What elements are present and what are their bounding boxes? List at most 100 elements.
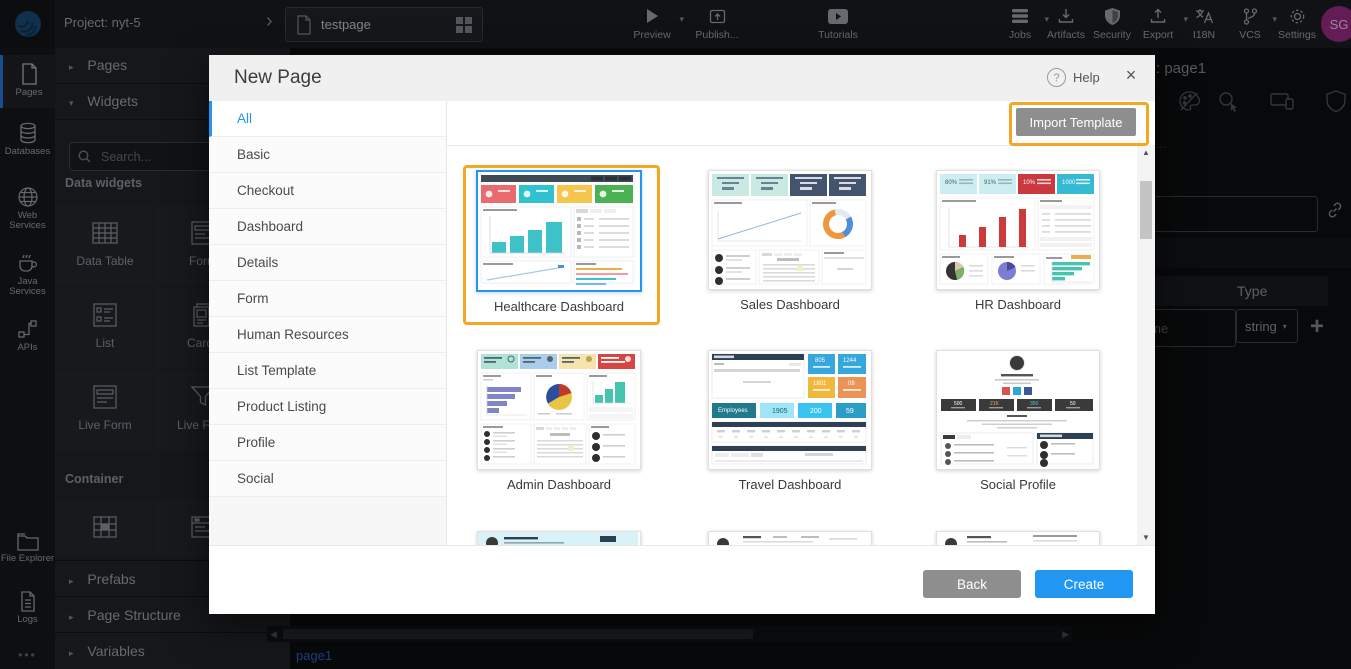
category-item-details[interactable]: Details	[209, 245, 446, 281]
wavemaker-logo[interactable]	[14, 10, 42, 38]
scroll-down-icon[interactable]: ▼	[1142, 533, 1150, 542]
canvas-page-tab[interactable]: page1	[296, 648, 333, 663]
category-item-product-listing[interactable]: Product Listing	[209, 389, 446, 425]
template-thumbnail: 80% 91% 10% 1000	[936, 170, 1100, 290]
template-card-sales[interactable]: Sales Dashboard	[707, 170, 873, 312]
template-card-partial[interactable]	[476, 531, 642, 545]
grid-icon[interactable]	[455, 16, 473, 34]
shield-icon[interactable]	[1326, 90, 1346, 113]
data-table-icon	[57, 220, 153, 250]
search-icon	[78, 150, 91, 163]
template-card-social[interactable]: 500 21K 350 50	[935, 350, 1101, 492]
template-card-travel[interactable]: 805 1244 1801 08 Employees 1905 200 59	[707, 350, 873, 492]
scroll-up-icon[interactable]: ▲	[1142, 148, 1150, 157]
new-page-dialog: New Page ? Help × All Basic Checkout Das…	[209, 55, 1155, 614]
rail-item-logs[interactable]: Logs	[0, 583, 55, 633]
inspect-icon[interactable]	[1216, 90, 1240, 114]
scrollbar-thumb[interactable]	[283, 629, 753, 639]
play-icon	[624, 6, 680, 26]
template-name: Social Profile	[980, 477, 1056, 492]
folder-icon	[16, 533, 39, 551]
chevron-right-icon: ›	[266, 10, 273, 32]
add-param-button[interactable]: +	[1310, 313, 1325, 340]
template-card-partial[interactable]	[707, 531, 873, 545]
horizontal-scrollbar[interactable]: ◀ ▶	[267, 626, 1072, 642]
widget-tile-list[interactable]: List	[57, 288, 153, 368]
template-thumbnail	[708, 170, 872, 290]
svg-text:200: 200	[810, 408, 822, 415]
export-button[interactable]: Export ▾	[1132, 6, 1188, 41]
template-gallery: Import Template	[447, 101, 1155, 545]
publish-button[interactable]: Publish...	[689, 6, 745, 41]
category-item-checkout[interactable]: Checkout	[209, 173, 446, 209]
jobs-button[interactable]: Jobs ▾	[995, 6, 1049, 41]
caret-down-icon: ▾	[1044, 14, 1049, 24]
template-name: Sales Dashboard	[740, 297, 840, 312]
apis-icon	[17, 320, 37, 338]
template-name: Travel Dashboard	[738, 477, 842, 492]
type-column-label: Type	[1237, 283, 1268, 299]
rail-item-apis[interactable]: APIs	[0, 310, 55, 361]
rail-item-pages[interactable]: Pages	[0, 55, 55, 108]
widget-tile-live-form[interactable]: Live Form	[57, 370, 153, 450]
svg-text:50: 50	[1070, 401, 1076, 407]
template-card-healthcare[interactable]: Healthcare Dashboard	[476, 170, 642, 314]
scroll-left-icon[interactable]: ◀	[270, 629, 277, 639]
help-button[interactable]: ? Help	[1047, 68, 1100, 87]
rail-item-file-explorer[interactable]: File Explorer	[0, 525, 55, 572]
rail-item-java-services[interactable]: Java Services	[0, 244, 55, 305]
globe-icon	[17, 187, 38, 207]
rail-item-web-services[interactable]: Web Services	[0, 178, 55, 239]
template-card-admin[interactable]: Admin Dashboard	[476, 350, 642, 492]
widget-tile-data-table[interactable]: Data Table	[57, 206, 153, 286]
widget-tile-layout-grid[interactable]	[57, 500, 153, 556]
category-item-form[interactable]: Form	[209, 281, 446, 317]
page-tab-label: testpage	[321, 17, 371, 32]
vcs-button[interactable]: VCS ▾	[1227, 6, 1277, 41]
panel-section-variables[interactable]: ▸ Variables	[55, 632, 290, 668]
category-item-social[interactable]: Social	[209, 461, 446, 497]
gallery-scrollbar[interactable]: ▲ ▼	[1137, 145, 1155, 545]
link-icon[interactable]	[1326, 201, 1344, 219]
i18n-icon	[1180, 6, 1228, 26]
dialog-header: New Page ? Help ×	[209, 55, 1155, 102]
close-icon[interactable]: ×	[1125, 65, 1137, 85]
category-item-all[interactable]: All	[209, 101, 446, 137]
param-type-select[interactable]: string ▾	[1236, 309, 1298, 343]
category-item-basic[interactable]: Basic	[209, 137, 446, 173]
layout-grid-icon	[57, 514, 153, 540]
svg-text:1000: 1000	[1062, 180, 1076, 186]
database-icon	[19, 122, 36, 144]
java-icon	[18, 254, 37, 272]
rail-more-button[interactable]: •••	[0, 648, 55, 662]
rail-item-databases[interactable]: Databases	[0, 114, 55, 165]
scrollbar-thumb[interactable]	[1140, 181, 1152, 239]
category-item-dashboard[interactable]: Dashboard	[209, 209, 446, 245]
theme-palette-icon[interactable]	[1178, 90, 1200, 112]
collapsed-ellipsis: ...	[1156, 136, 1167, 151]
page-tab-testpage[interactable]: testpage	[285, 7, 483, 42]
scroll-right-icon[interactable]: ▶	[1062, 629, 1069, 639]
devices-icon[interactable]	[1270, 90, 1296, 112]
template-card-hr[interactable]: 80% 91% 10% 1000	[935, 170, 1101, 312]
user-avatar[interactable]: SG	[1321, 6, 1351, 42]
panel-section-pages[interactable]: ▸ Pages	[55, 48, 290, 84]
template-thumbnail	[477, 531, 641, 545]
arrow-right-icon: ▸	[69, 612, 74, 622]
i18n-button[interactable]: I18N	[1180, 6, 1228, 41]
tutorials-button[interactable]: Tutorials	[810, 6, 866, 41]
security-button[interactable]: Security	[1086, 6, 1138, 41]
category-item-human-resources[interactable]: Human Resources	[209, 317, 446, 353]
category-item-list-template[interactable]: List Template	[209, 353, 446, 389]
template-card-partial[interactable]	[935, 531, 1101, 545]
list-icon	[57, 302, 153, 332]
import-template-button[interactable]: Import Template	[1016, 108, 1136, 136]
create-button[interactable]: Create	[1035, 570, 1133, 598]
panel-section-widgets[interactable]: ▾ Widgets	[55, 84, 290, 120]
template-name: Admin Dashboard	[506, 477, 612, 492]
artifacts-button[interactable]: Artifacts	[1040, 6, 1092, 41]
category-item-profile[interactable]: Profile	[209, 425, 446, 461]
back-button[interactable]: Back	[923, 570, 1021, 598]
group-data-widgets: Data widgets	[65, 176, 143, 190]
preview-button[interactable]: Preview ▾	[624, 6, 684, 41]
